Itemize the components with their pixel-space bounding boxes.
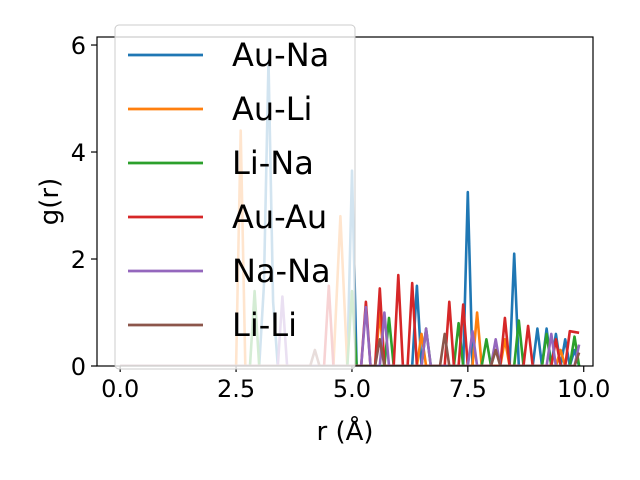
x-tick-label: 7.5 (449, 375, 487, 403)
y-tick-label: 2 (71, 246, 86, 274)
legend-label: Li-Na (232, 144, 314, 182)
y-axis-label: g(r) (35, 178, 65, 225)
x-tick-label: 10.0 (557, 375, 610, 403)
y-tick-label: 6 (71, 32, 86, 60)
legend-label: Li-Li (232, 306, 297, 344)
ticks-layer: 0.0 2.5 5.0 7.5 10.0 0 2 4 6 (71, 32, 611, 403)
legend-label: Au-Au (232, 198, 327, 236)
series-line-na-na (120, 295, 581, 366)
y-tick-label: 4 (71, 139, 86, 167)
legend-box (114, 24, 356, 370)
y-tick-label: 0 (71, 353, 86, 381)
legend: Au-Na Au-Li Li-Na Au-Au Na-Na Li-Li (114, 24, 356, 370)
legend-label: Au-Na (232, 36, 329, 74)
x-tick-label: 0.0 (101, 375, 139, 403)
legend-label: Au-Li (232, 90, 312, 128)
x-tick-label: 2.5 (217, 375, 255, 403)
x-tick-label: 5.0 (333, 375, 371, 403)
legend-label: Na-Na (232, 252, 331, 290)
x-axis-label: r (Å) (316, 415, 373, 447)
